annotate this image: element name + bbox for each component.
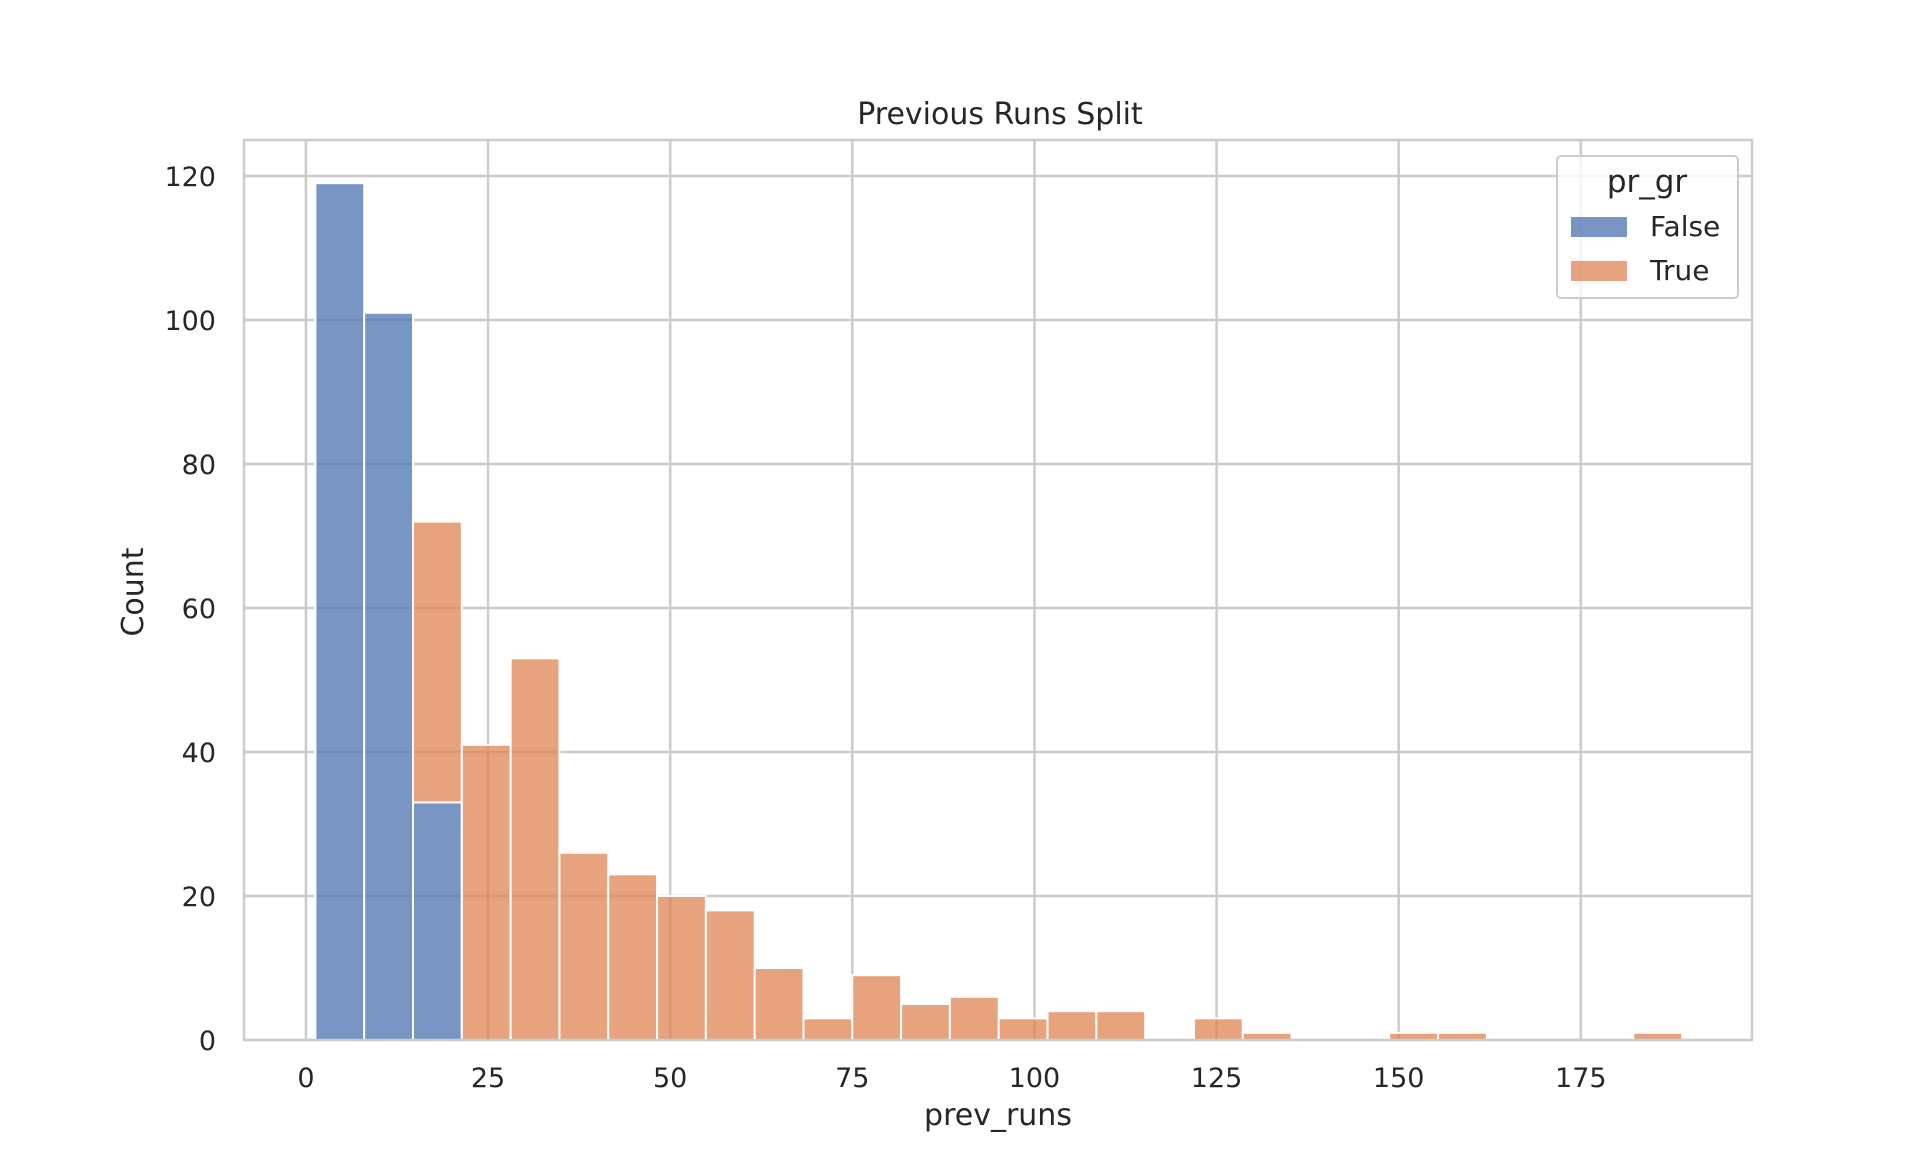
y-tick-label: 80 (182, 450, 216, 481)
histogram-bar-true (851, 974, 903, 1042)
histogram-bar-true (1095, 1010, 1147, 1042)
histogram-bar-false (412, 801, 463, 1042)
y-tick-label: 40 (182, 738, 216, 769)
y-tick-label: 120 (164, 162, 216, 193)
histogram-bar-true (704, 909, 756, 1042)
y-axis-ticks: 0 20 40 60 80 100 120 (164, 162, 216, 1057)
histogram-bar-true (607, 873, 659, 1042)
histogram-bar-true (412, 520, 463, 804)
legend-swatch-false (1571, 217, 1627, 237)
x-tick-label: 25 (471, 1063, 505, 1094)
y-axis-label: Count (116, 547, 151, 636)
chart-title: Previous Runs Split (857, 97, 1143, 132)
histogram-bar-true (558, 851, 610, 1041)
histogram-bar-true (802, 1017, 854, 1042)
x-tick-label: 175 (1555, 1063, 1607, 1094)
legend-label-false: False (1650, 210, 1720, 243)
x-axis-label: prev_runs (924, 1098, 1072, 1133)
histogram-bar-true (1046, 1010, 1098, 1042)
legend-label-true: True (1649, 254, 1709, 287)
y-tick-label: 100 (164, 306, 216, 337)
histogram-bar-true (948, 995, 1000, 1041)
histogram-bar-false (314, 182, 366, 1041)
histogram-bar-true (753, 967, 805, 1041)
legend-title: pr_gr (1607, 164, 1688, 200)
histogram-bar-true (997, 1017, 1049, 1042)
y-tick-label: 0 (199, 1026, 216, 1057)
x-tick-label: 0 (297, 1063, 314, 1094)
histogram-bar-true (656, 895, 707, 1041)
histogram-bar-true (460, 743, 512, 1041)
histogram-bar-true (509, 657, 561, 1042)
y-tick-label: 60 (182, 594, 216, 625)
histogram-bar-false (363, 311, 415, 1041)
x-tick-label: 75 (835, 1063, 869, 1094)
histogram-bar-true (1192, 1017, 1244, 1042)
x-tick-label: 150 (1373, 1063, 1425, 1094)
histogram-bars (314, 182, 1684, 1042)
x-tick-label: 125 (1191, 1063, 1243, 1094)
x-tick-label: 50 (653, 1063, 687, 1094)
plot-frame (242, 138, 1754, 1042)
x-axis-ticks: 0 25 50 75 100 125 150 175 (297, 1063, 1606, 1094)
histogram-bar-true (900, 1003, 951, 1041)
legend: pr_gr False True (1556, 155, 1739, 299)
x-tick-label: 100 (1009, 1063, 1061, 1094)
y-tick-label: 20 (182, 882, 216, 913)
legend-swatch-true (1571, 261, 1627, 281)
